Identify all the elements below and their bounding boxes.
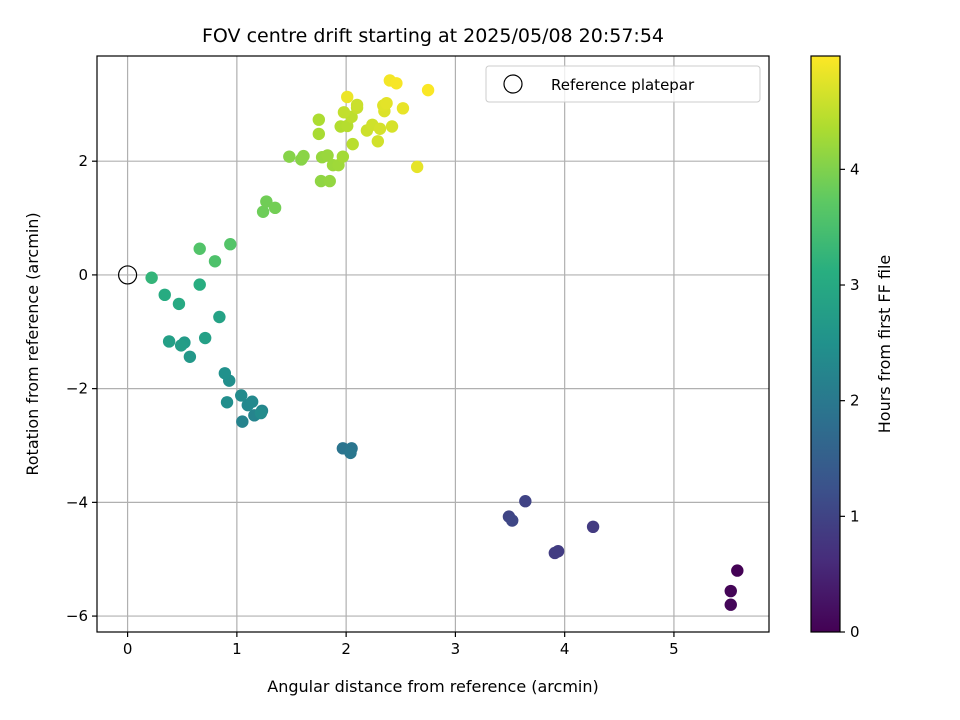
data-point <box>346 137 359 151</box>
y-tick-label: −4 <box>66 493 88 511</box>
data-point <box>172 297 186 311</box>
data-point <box>283 150 296 163</box>
colorbar-gradient <box>811 56 840 632</box>
colorbar-tick-label: 0 <box>850 623 860 641</box>
data-point <box>724 598 737 611</box>
colorbar-tick-label: 3 <box>850 276 860 294</box>
x-axis-label: Angular distance from reference (arcmin) <box>267 677 598 696</box>
data-point <box>208 255 222 268</box>
data-point <box>224 238 237 251</box>
data-point <box>145 271 158 284</box>
colorbar: 0 1 2 3 4 Hours from first FF file <box>810 55 894 641</box>
colorbar-tick-label: 1 <box>850 507 860 525</box>
data-point <box>235 389 248 402</box>
colorbar-label: Hours from first FF file <box>875 255 894 434</box>
x-tick-label: 2 <box>341 640 351 658</box>
data-point <box>198 331 212 345</box>
data-point <box>586 520 600 534</box>
x-tick-label: 1 <box>232 640 242 658</box>
data-points <box>145 74 744 611</box>
legend: Reference platepar <box>485 65 761 103</box>
data-point <box>390 77 403 90</box>
data-point <box>344 446 357 460</box>
data-point <box>548 546 562 560</box>
x-tick-label: 3 <box>451 640 461 658</box>
data-point <box>254 406 268 420</box>
legend-box <box>485 65 761 103</box>
data-point <box>193 242 206 255</box>
reference-marker-group <box>117 265 138 285</box>
data-point <box>724 584 737 598</box>
data-point <box>506 514 519 527</box>
x-tick-label: 0 <box>123 640 133 658</box>
data-point <box>421 83 435 97</box>
data-point <box>213 310 226 324</box>
x-axis-ticks: 0 1 2 3 4 5 <box>123 632 679 658</box>
data-point <box>731 564 744 577</box>
data-point <box>245 395 259 408</box>
colorbar-tick-label: 4 <box>850 160 860 178</box>
data-point <box>323 174 336 188</box>
data-point <box>256 205 270 218</box>
y-axis-label: Rotation from reference (arcmin) <box>23 212 42 475</box>
data-point <box>321 149 334 162</box>
data-point <box>337 106 351 119</box>
reference-platepar-marker <box>117 265 138 285</box>
data-point <box>312 113 326 126</box>
data-point <box>385 120 399 133</box>
data-point <box>183 350 197 363</box>
data-point <box>236 415 249 428</box>
legend-reference-marker <box>503 74 523 94</box>
data-point <box>336 150 350 163</box>
y-tick-label: 2 <box>78 152 88 170</box>
data-point <box>162 335 176 348</box>
data-point <box>380 96 393 110</box>
plot-frame <box>96 55 770 633</box>
data-point <box>312 127 326 141</box>
x-tick-label: 4 <box>560 640 570 658</box>
data-point <box>350 98 364 112</box>
data-point <box>220 396 234 409</box>
data-point <box>314 174 328 188</box>
y-axis-ticks: −6 −4 −2 0 2 <box>66 152 97 625</box>
data-point <box>410 160 424 174</box>
data-point <box>341 90 354 104</box>
colorbar-ticks: 0 1 2 3 4 <box>840 160 860 641</box>
y-tick-label: −6 <box>66 607 88 625</box>
data-point <box>158 288 171 302</box>
data-point <box>268 201 282 215</box>
data-point <box>396 102 410 115</box>
colorbar-tick-label: 2 <box>850 392 860 410</box>
data-point <box>373 122 387 135</box>
data-point <box>193 278 206 291</box>
data-point <box>174 339 188 352</box>
data-point <box>519 495 532 508</box>
x-tick-label: 5 <box>669 640 679 658</box>
data-point <box>297 149 310 163</box>
y-tick-label: 0 <box>78 266 88 284</box>
y-tick-label: −2 <box>66 380 88 398</box>
colorbar-frame <box>810 55 841 633</box>
data-point <box>371 135 385 148</box>
chart-title: FOV centre drift starting at 2025/05/08 … <box>202 25 664 47</box>
legend-entry-reference: Reference platepar <box>551 76 695 94</box>
data-point <box>260 195 273 208</box>
data-point <box>218 367 232 380</box>
